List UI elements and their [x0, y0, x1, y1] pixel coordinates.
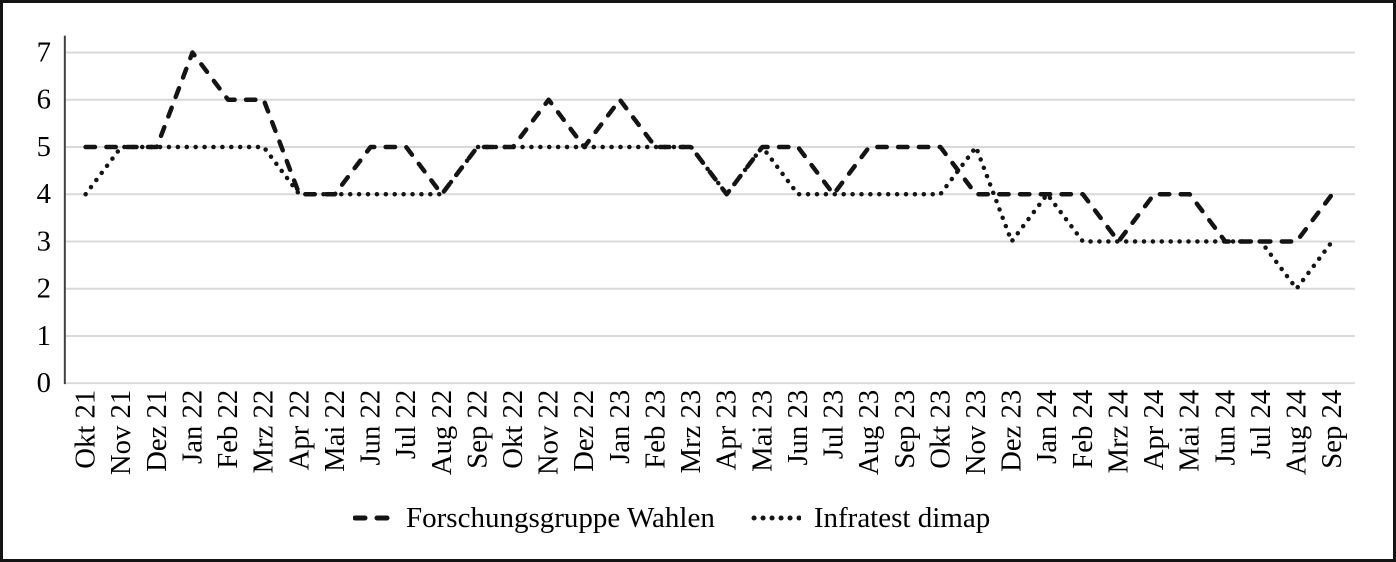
x-tick-label: Nov 23	[960, 390, 992, 475]
x-tick-label: Nov 21	[105, 390, 137, 475]
dashed-line-sample-icon	[353, 515, 393, 521]
x-tick-label: Apr 24	[1138, 390, 1170, 470]
y-tick-label: 4	[37, 178, 51, 210]
x-tick-label: Jan 22	[176, 390, 208, 464]
x-tick-label: Dez 23	[996, 390, 1028, 472]
x-tick-label: Sep 23	[889, 390, 921, 469]
x-tick-label: Aug 23	[853, 390, 885, 475]
x-tick-label: Nov 22	[533, 390, 565, 475]
legend-item-forschungsgruppe-wahlen: Forschungsgruppe Wahlen	[353, 501, 715, 535]
x-tick-label: Mrz 22	[248, 390, 280, 474]
series-infratest-dimap	[83, 144, 1335, 291]
y-tick-label: 0	[37, 367, 51, 399]
y-tick-label: 2	[37, 273, 51, 305]
y-tick-label: 6	[37, 84, 51, 116]
x-tick-label: Apr 23	[711, 390, 743, 470]
legend-label: Forschungsgruppe Wahlen	[406, 502, 715, 534]
x-tick-label: Mai 23	[746, 390, 778, 472]
x-tick-label: Apr 22	[283, 390, 315, 470]
y-tick-label: 1	[37, 320, 51, 352]
x-tick-label: Jul 23	[818, 390, 850, 459]
x-tick-label: Aug 22	[426, 390, 458, 475]
x-tick-label: Okt 22	[497, 390, 529, 469]
x-tick-label: Feb 24	[1067, 390, 1099, 469]
x-tick-label: Sep 24	[1316, 390, 1348, 469]
x-tick-label: Okt 23	[924, 390, 956, 469]
x-tick-label: Mai 24	[1174, 390, 1206, 472]
x-tick-label: Sep 22	[461, 390, 493, 469]
y-tick-label: 5	[37, 131, 51, 163]
x-tick-label: Mai 22	[319, 390, 351, 472]
x-tick-label: Jun 22	[355, 390, 387, 466]
x-tick-label: Jul 22	[390, 390, 422, 459]
chart-legend: Forschungsgruppe Wahlen Infratest dimap	[353, 501, 990, 535]
x-tick-label: Jul 24	[1245, 390, 1277, 459]
y-tick-label: 3	[37, 225, 51, 257]
dotted-line-sample-icon	[751, 515, 801, 521]
x-tick-label: Mrz 24	[1102, 390, 1134, 474]
x-tick-label: Feb 22	[212, 390, 244, 469]
x-tick-label: Okt 21	[70, 390, 102, 469]
x-tick-label: Dez 21	[141, 390, 173, 472]
legend-label: Infratest dimap	[813, 502, 991, 534]
x-tick-label: Jan 24	[1031, 390, 1063, 464]
x-tick-label: Jun 23	[782, 390, 814, 466]
x-tick-label: Jun 24	[1209, 390, 1241, 466]
y-tick-label: 7	[37, 37, 51, 69]
x-tick-label: Feb 23	[639, 390, 671, 469]
x-tick-label: Mrz 23	[675, 390, 707, 474]
x-tick-label: Aug 24	[1281, 390, 1313, 475]
legend-item-infratest-dimap: Infratest dimap	[751, 501, 990, 535]
x-tick-label: Jan 23	[604, 390, 636, 464]
x-tick-label: Dez 22	[568, 390, 600, 472]
